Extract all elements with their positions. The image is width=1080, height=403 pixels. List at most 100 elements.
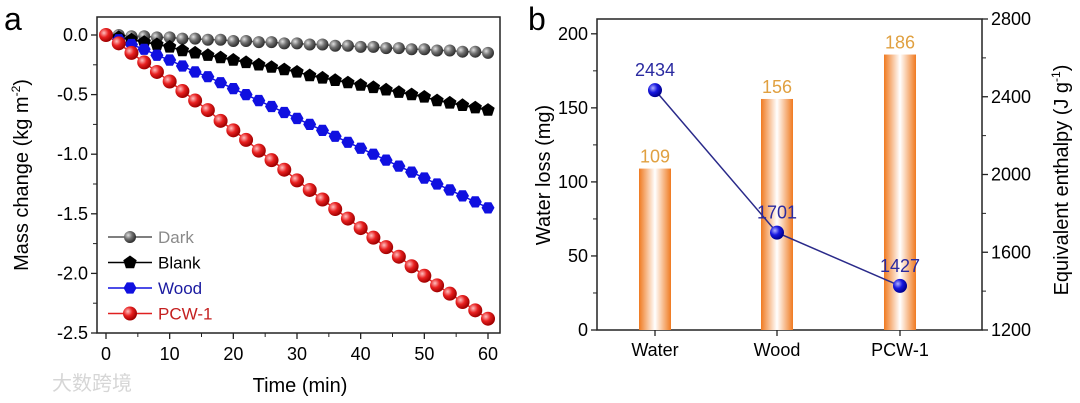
data-point-dark xyxy=(354,40,367,53)
data-point-dark xyxy=(341,39,354,52)
data-point-blank xyxy=(455,98,470,111)
data-point-dark xyxy=(443,44,456,57)
legend-marker-dark xyxy=(124,231,136,243)
data-point-blank xyxy=(379,82,393,96)
data-point-pcw-1 xyxy=(391,249,406,264)
y2-tick-label: 1200 xyxy=(991,320,1031,340)
data-point-blank xyxy=(277,62,291,76)
data-point-dark xyxy=(227,34,240,47)
x-tick-label: 10 xyxy=(160,344,180,364)
data-point-dark xyxy=(163,31,176,44)
legend-marker-wood xyxy=(123,282,137,294)
legend-label-wood: Wood xyxy=(158,279,202,298)
y-tick-label: -0.5 xyxy=(57,85,88,105)
data-point-pcw-1 xyxy=(149,64,164,79)
panel-a-chart: 0 10 20 30 40 50 60 0.0 -0.5 -1.0 -1.5 -2.0 -2.5 Dark… xyxy=(9,16,501,397)
panel-label-a: a xyxy=(4,1,22,37)
data-point-pcw-1 xyxy=(175,84,190,99)
data-point-pcw-1 xyxy=(137,55,152,70)
data-point-wood xyxy=(405,166,419,178)
data-point-dark xyxy=(316,38,329,51)
y2-tick-label: 1600 xyxy=(991,242,1031,262)
data-point-blank xyxy=(290,65,304,78)
bar-value-label: 186 xyxy=(885,33,915,53)
category-label: Water xyxy=(631,340,678,360)
data-point-pcw-1 xyxy=(200,103,215,118)
y2-tick-label: 2800 xyxy=(991,9,1031,29)
data-point-blank xyxy=(150,37,164,51)
enthalpy-point-wood xyxy=(770,225,784,240)
x-tick-label: 40 xyxy=(351,344,371,364)
data-point-pcw-1 xyxy=(442,286,457,301)
data-point-dark xyxy=(176,32,189,45)
panel-b-chart: 109 156 186 2434 1701 1427 Water Wood PCW-1 0 50 10… xyxy=(533,9,1073,360)
data-point-blank xyxy=(264,60,279,73)
data-point-wood xyxy=(316,124,329,136)
data-point-blank xyxy=(417,90,431,103)
x-tick-label: 30 xyxy=(287,344,307,364)
data-point-pcw-1 xyxy=(277,162,292,177)
data-point-blank xyxy=(226,53,240,66)
y-tick-label: 50 xyxy=(568,246,588,266)
y-tick-label: -2.5 xyxy=(57,323,88,343)
data-point-blank xyxy=(328,73,342,86)
data-point-wood xyxy=(277,106,291,119)
data-point-wood xyxy=(175,60,189,72)
data-point-blank xyxy=(366,80,381,94)
watermark: 大数跨境 xyxy=(52,372,132,395)
legend-label-blank: Blank xyxy=(158,254,201,273)
data-point-blank xyxy=(239,55,253,69)
legend: Dark Blank Wood PCW-1 xyxy=(108,228,212,324)
data-point-wood xyxy=(481,202,495,214)
data-point-pcw-1 xyxy=(99,28,113,42)
data-point-wood xyxy=(163,54,177,66)
data-point-pcw-1 xyxy=(417,268,432,283)
data-point-wood xyxy=(201,71,215,83)
data-point-wood xyxy=(341,136,355,148)
data-point-dark xyxy=(240,34,253,47)
data-point-dark xyxy=(482,46,494,59)
data-point-dark xyxy=(380,42,393,55)
y-axis-label-right: Equivalent enthalpy (J g-1) xyxy=(1049,65,1073,296)
data-point-pcw-1 xyxy=(315,192,330,207)
data-point-pcw-1 xyxy=(290,173,304,188)
data-point-wood xyxy=(303,118,317,130)
data-point-pcw-1 xyxy=(302,182,317,197)
data-point-blank xyxy=(354,78,368,91)
enthalpy-point-pcw-1 xyxy=(893,278,907,293)
data-point-dark xyxy=(469,45,482,58)
y2-tick-label: 2000 xyxy=(991,165,1031,185)
data-point-dark xyxy=(367,40,380,53)
data-point-blank xyxy=(213,50,228,64)
y-tick-label: 150 xyxy=(558,98,588,118)
data-point-pcw-1 xyxy=(188,93,203,108)
category-label: Wood xyxy=(754,340,801,360)
data-point-blank xyxy=(430,93,444,107)
data-point-dark xyxy=(392,42,405,55)
x-tick-label: 50 xyxy=(414,344,434,364)
data-point-wood xyxy=(430,178,444,190)
y-axis-label-left: Water loss (mg) xyxy=(533,105,555,245)
data-point-dark xyxy=(405,43,418,56)
y-tick-label: -2.0 xyxy=(57,263,88,283)
data-point-wood xyxy=(226,83,240,95)
x-tick-label: 60 xyxy=(478,344,498,364)
data-point-pcw-1 xyxy=(379,240,394,255)
data-point-wood xyxy=(239,89,253,101)
data-point-wood xyxy=(366,148,380,160)
data-point-pcw-1 xyxy=(213,113,228,128)
data-point-blank xyxy=(392,85,406,98)
legend-label-pcw-1: PCW-1 xyxy=(158,305,212,324)
x-tick-label: 0 xyxy=(101,344,111,364)
data-point-pcw-1 xyxy=(455,295,470,310)
data-point-pcw-1 xyxy=(404,259,419,274)
data-point-blank xyxy=(404,87,419,101)
legend-label-dark: Dark xyxy=(158,228,194,247)
data-point-dark xyxy=(189,32,202,45)
data-point-pcw-1 xyxy=(124,45,139,60)
y-tick-label: -1.5 xyxy=(57,204,88,224)
panel-label-b: b xyxy=(528,1,546,37)
data-point-wood xyxy=(252,94,266,107)
data-point-dark xyxy=(252,36,265,49)
enthalpy-value-label: 2434 xyxy=(635,60,675,80)
